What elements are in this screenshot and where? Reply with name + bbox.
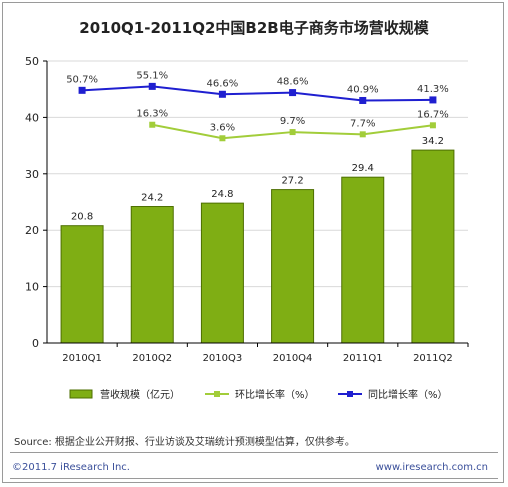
bar-data-label: 20.8: [71, 212, 93, 223]
qoq-data-label: 16.3%: [136, 109, 168, 120]
bar-data-label: 27.2: [281, 176, 303, 187]
qoq-data-label: 16.7%: [417, 109, 449, 120]
chart-title: 2010Q1-2011Q2中国B2B电子商务市场营收规模: [79, 19, 429, 37]
yoy-point: [289, 89, 297, 97]
line-layer: [78, 82, 437, 142]
y-tick-label: 30: [25, 168, 39, 181]
y-tick-label: 10: [25, 281, 39, 294]
footer-divider-bottom: [10, 478, 498, 479]
yoy-line: [82, 85, 433, 102]
qoq-point: [149, 121, 156, 128]
bar-data-label: 24.2: [141, 193, 163, 204]
x-tick-label: 2011Q1: [343, 353, 383, 364]
legend-marker-yoy: [347, 391, 353, 397]
qoq-point: [219, 135, 226, 142]
bar-layer: [60, 149, 455, 344]
qoq-point: [359, 131, 366, 138]
bar-data-label: 29.4: [352, 163, 374, 174]
bar-2010Q2: [130, 206, 174, 344]
legend-swatch-bar: [69, 389, 93, 399]
qoq-point: [429, 122, 436, 129]
legend-label-qoq: 环比增长率（%）: [235, 388, 315, 401]
qoq-data-label: 9.7%: [280, 116, 305, 127]
legend-marker-qoq: [214, 391, 220, 397]
tick-label-layer: 0 10 20 30 40 50 2010Q1 2010Q2 2010Q3 2010Q4 2011Q…: [25, 55, 469, 364]
yoy-point: [218, 90, 226, 98]
x-tick-label: 2010Q1: [62, 353, 102, 364]
y-tick-label: 50: [25, 55, 39, 68]
y-tick-label: 40: [25, 111, 39, 124]
yoy-data-label: 40.9%: [347, 84, 379, 95]
yoy-data-label: 48.6%: [277, 77, 309, 88]
x-tick-label: 2010Q2: [132, 353, 172, 364]
yoy-data-label: 41.3%: [417, 84, 449, 95]
bar-2010Q4: [271, 189, 315, 344]
axis-layer: [46, 61, 468, 344]
legend-label-yoy: 同比增长率（%）: [368, 388, 448, 401]
bar-2010Q3: [200, 202, 244, 344]
qoq-data-label: 7.7%: [350, 118, 375, 129]
qoq-point: [289, 129, 296, 136]
bar-2011Q1: [341, 176, 385, 344]
x-tick-label: 2011Q2: [413, 353, 453, 364]
bar-2011Q2: [411, 149, 455, 344]
legend: 营收规模（亿元） 环比增长率（%） 同比增长率（%）: [69, 388, 448, 401]
yoy-point: [429, 96, 437, 104]
bar-data-label: 34.2: [422, 136, 444, 147]
yoy-data-label: 50.7%: [66, 74, 98, 85]
y-tick-label: 20: [25, 224, 39, 237]
source-note: Source: 根据企业公开财报、行业访谈及艾瑞统计预测模型估算，仅供参考。: [14, 437, 355, 448]
legend-label-bar: 营收规模（亿元）: [100, 388, 180, 401]
data-label-layer: 20.8 24.2 24.8 27.2 29.4 34.2 16.3% 3.6% 9.7% 7.7…: [66, 70, 449, 222]
bar-2010Q1: [60, 225, 104, 344]
grid-layer: [47, 60, 468, 288]
website-text: www.iresearch.com.cn: [375, 462, 488, 473]
qoq-data-label: 3.6%: [210, 122, 235, 133]
x-tick-label: 2010Q4: [273, 353, 313, 364]
yoy-data-label: 46.6%: [207, 78, 239, 89]
x-tick-label: 2010Q3: [203, 353, 243, 364]
footer-divider-top: [10, 452, 498, 453]
yoy-point: [148, 82, 156, 90]
copyright-text: ©2011.7 iResearch Inc.: [12, 462, 130, 473]
yoy-data-label: 55.1%: [136, 70, 168, 81]
bar-data-label: 24.8: [211, 189, 233, 200]
y-tick-label: 0: [32, 337, 39, 350]
yoy-point: [78, 86, 86, 94]
yoy-point: [359, 96, 367, 104]
